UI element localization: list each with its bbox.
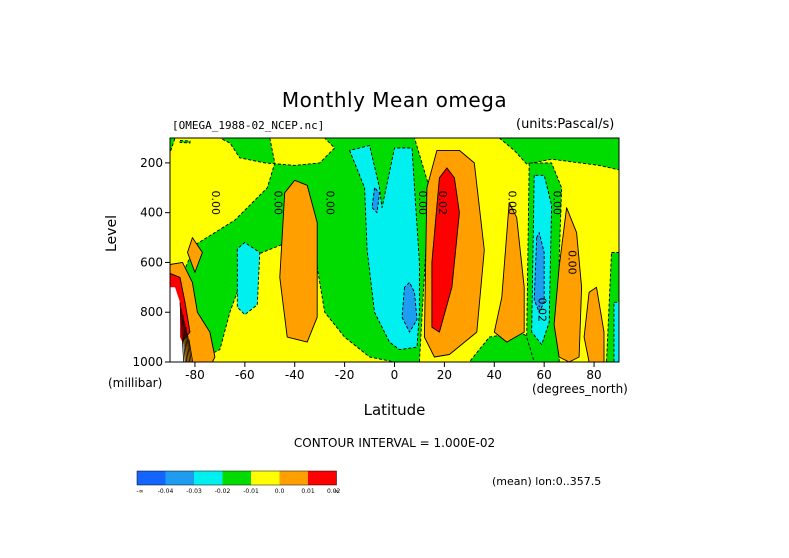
y-tick-label-2: 600 <box>140 255 163 269</box>
contour-region-1 <box>170 138 176 155</box>
contour-region-6 <box>179 140 191 144</box>
colorbar-swatch-4 <box>251 471 280 485</box>
contour-region-21 <box>431 167 460 333</box>
contour-label-5: 0.00 <box>506 190 519 215</box>
dataset-label: [OMEGA_1988-02_NCEP.nc] <box>172 119 325 132</box>
contour-label-4: 0.02 <box>436 190 449 215</box>
plot-area: 0.00 0.00 0.00 0.00 0.02 0.00 0.00 0.00 0.02 <box>170 138 619 362</box>
colorbar-swatch-1 <box>165 471 194 485</box>
contour-label-8: 0.02 <box>536 297 549 322</box>
contour-label-6: 0.00 <box>551 190 564 215</box>
colorbar-swatch-2 <box>194 471 223 485</box>
averaging-text: (mean) lon:0..357.5 <box>492 475 602 488</box>
chart-title: Monthly Mean omega <box>281 88 508 112</box>
colorbar-label-8: ∞ <box>334 488 339 495</box>
contour-region-16 <box>493 202 525 343</box>
contour-label-2: 0.00 <box>324 190 337 215</box>
contour-label-3: 0.00 <box>416 190 429 215</box>
y-tick-label-4: 1000 <box>132 355 163 369</box>
x-tick-label-5: 20 <box>437 368 452 382</box>
contour-region-3 <box>498 138 619 171</box>
colorbar-label-4: -0.01 <box>243 488 259 495</box>
units-label: (units:Pascal/s) <box>516 117 615 132</box>
contour-region-11 <box>401 281 418 333</box>
dense-contour-line-1 <box>181 308 186 362</box>
x-tick-label-3: -20 <box>335 368 355 382</box>
colorbar-swatch-5 <box>279 471 308 485</box>
contour-region-12 <box>533 232 545 313</box>
contour-region-19 <box>187 237 203 273</box>
y-tick-label-3: 800 <box>140 305 163 319</box>
contour-region-8 <box>236 242 261 316</box>
y-tick-label-1: 400 <box>140 206 163 220</box>
dense-contour-line-3 <box>184 320 189 362</box>
x-tick-label-6: 40 <box>487 368 502 382</box>
x-axis-label: Latitude <box>363 401 426 419</box>
contour-interval-text: CONTOUR INTERVAL = 1.000E-02 <box>293 436 496 450</box>
x-tick-label-4: 0 <box>391 368 399 382</box>
colorbar-swatch-0 <box>137 471 166 485</box>
y-tick-label-0: 200 <box>140 156 163 170</box>
contour-label-1: 0.00 <box>271 190 284 215</box>
dense-contour-line-5 <box>187 333 192 362</box>
contour-region-18 <box>583 286 605 362</box>
colorbar-swatch-3 <box>222 471 251 485</box>
colorbar-label-7: 0.02 <box>327 488 341 495</box>
colorbar-label-3: -0.02 <box>215 488 231 495</box>
dense-contour-line-0 <box>179 302 185 362</box>
contour-region-13 <box>371 187 380 214</box>
x-tick-label-2: -40 <box>285 368 305 382</box>
contour-region-10 <box>613 301 619 362</box>
colorbar-label-5: 0.0 <box>275 488 285 495</box>
x-tick-label-7: 60 <box>537 368 552 382</box>
colorbar-label-2: -0.03 <box>186 488 202 495</box>
x-unit-label: (degrees_north) <box>532 382 628 396</box>
x-tick-label-8: 80 <box>586 368 601 382</box>
contour-region-15 <box>279 179 318 343</box>
contour-region-2 <box>170 138 545 362</box>
colorbar-frame <box>136 470 337 486</box>
dense-contour-line-6 <box>188 339 194 362</box>
y-unit-label: (millibar) <box>108 376 163 390</box>
dense-contour-line-2 <box>182 314 188 362</box>
contour-region-17 <box>553 207 583 362</box>
colorbar-label-0: -∞ <box>136 488 143 495</box>
colorbar-label-6: 0.01 <box>301 488 315 495</box>
contour-region-7 <box>349 145 420 351</box>
missing-data-region-0 <box>170 287 185 362</box>
contour-label-7: 0.00 <box>566 250 579 275</box>
colorbar-swatch-6 <box>308 471 337 485</box>
x-tick-label-1: -60 <box>235 368 255 382</box>
colorbar-label-1: -0.04 <box>158 488 174 495</box>
contour-label-0: 0.00 <box>209 190 222 215</box>
x-tick-label-0: -80 <box>185 368 205 382</box>
dense-contour-line-4 <box>185 327 191 362</box>
